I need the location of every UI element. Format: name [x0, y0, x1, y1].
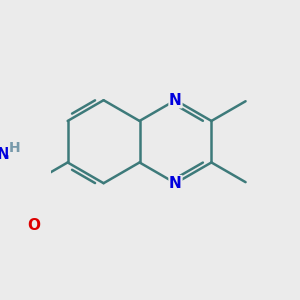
Text: O: O [27, 218, 40, 233]
Text: N: N [0, 147, 10, 162]
Text: N: N [169, 176, 182, 191]
Text: H: H [9, 141, 20, 155]
Text: N: N [169, 93, 182, 108]
